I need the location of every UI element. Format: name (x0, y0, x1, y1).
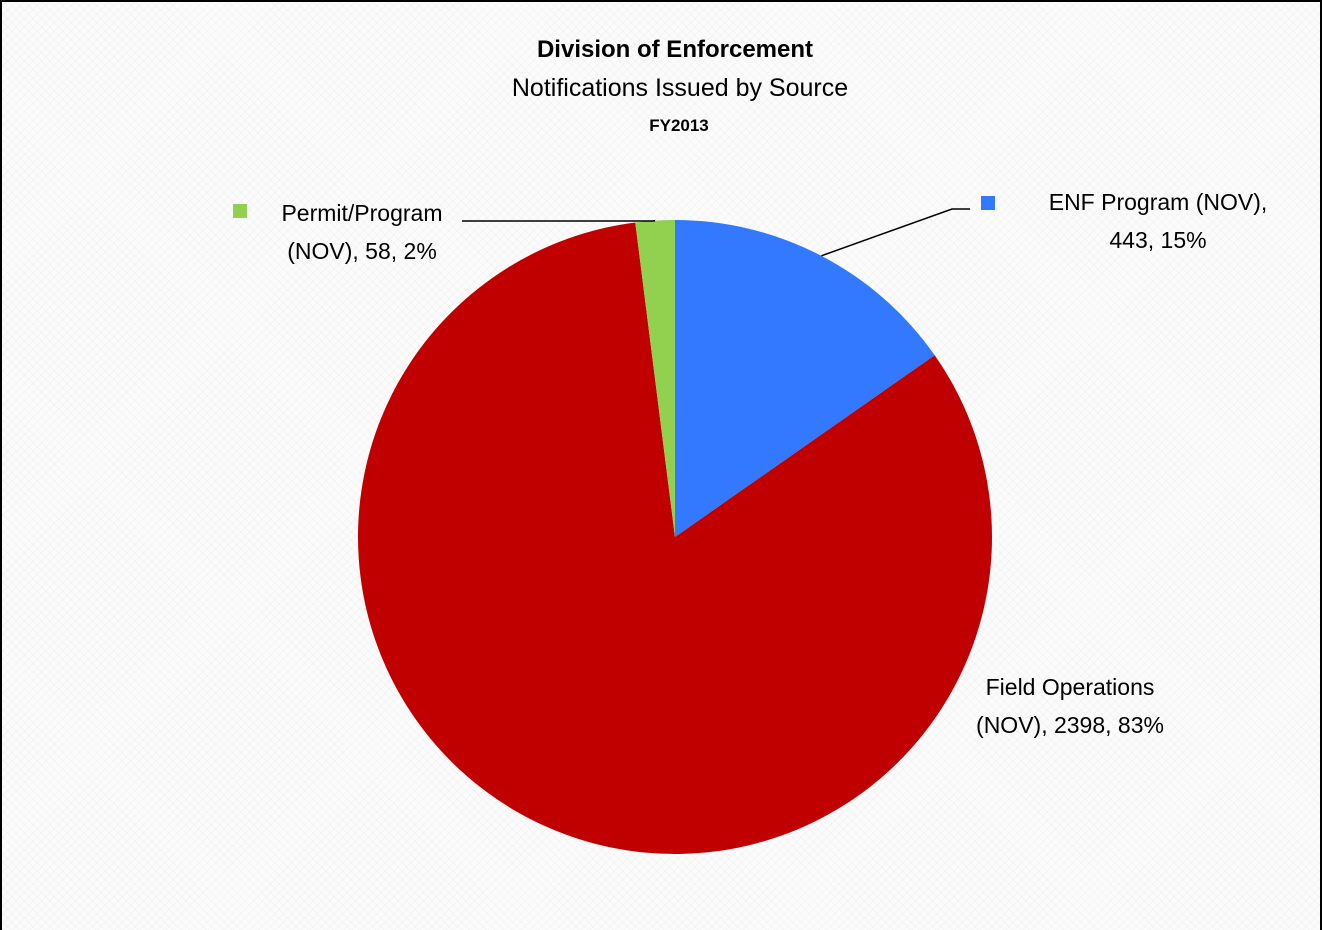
legend-key-enf-program-nov (981, 196, 995, 210)
pie-slice-permit-program-nov (635, 220, 675, 537)
data-labels: ENF Program (NOV), 443, 15% Field Operatio… (233, 189, 1267, 738)
chart-subtitle: Notifications Issued by Source (512, 74, 848, 102)
pie-slice-enf-program-nov (675, 220, 935, 537)
leader-lines (462, 208, 970, 257)
data-label-permit-program-nov-line-1: Permit/Program (281, 200, 442, 226)
pie-slices (358, 220, 993, 854)
leader-line-enf-program-nov (821, 208, 970, 257)
data-label-permit-program-nov-line-2: (NOV), 58, 2% (287, 238, 437, 264)
chart-title: Division of Enforcement (537, 36, 813, 63)
legend-key-permit-program-nov (233, 204, 247, 218)
chart-subtitle-year: FY2013 (649, 116, 709, 135)
data-label-field-operations-nov-line-1: Field Operations (986, 674, 1155, 700)
data-label-enf-program-nov-line-1: ENF Program (NOV), (1049, 189, 1268, 215)
data-label-enf-program-nov-line-2: 443, 15% (1109, 227, 1206, 253)
data-label-field-operations-nov-line-2: (NOV), 2398, 83% (976, 712, 1164, 738)
pie-slice-field-operations-nov (358, 222, 993, 854)
